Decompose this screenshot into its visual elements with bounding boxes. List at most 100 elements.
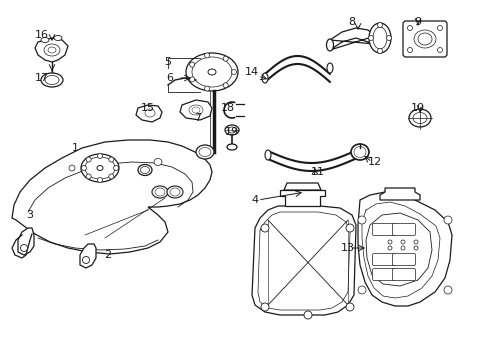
Ellipse shape (408, 109, 430, 127)
Ellipse shape (199, 148, 210, 157)
Circle shape (407, 26, 412, 31)
Polygon shape (280, 190, 325, 206)
Circle shape (304, 311, 311, 319)
Polygon shape (180, 100, 212, 120)
Ellipse shape (368, 23, 390, 53)
Circle shape (400, 246, 404, 250)
Ellipse shape (262, 73, 267, 83)
Polygon shape (379, 188, 419, 200)
Ellipse shape (353, 147, 365, 158)
FancyBboxPatch shape (392, 253, 415, 266)
Circle shape (189, 77, 194, 82)
Text: 7: 7 (194, 113, 201, 123)
Circle shape (97, 153, 102, 158)
Polygon shape (12, 140, 212, 254)
Ellipse shape (152, 186, 168, 198)
Ellipse shape (224, 125, 239, 135)
Ellipse shape (207, 69, 216, 75)
Ellipse shape (413, 30, 435, 48)
Circle shape (437, 48, 442, 53)
Polygon shape (284, 183, 320, 190)
Circle shape (407, 48, 412, 53)
Circle shape (413, 246, 417, 250)
Polygon shape (329, 28, 374, 50)
Text: 15: 15 (141, 103, 155, 113)
Polygon shape (80, 244, 96, 268)
Text: 1: 1 (71, 143, 79, 153)
Circle shape (113, 166, 118, 171)
Text: 19: 19 (224, 127, 239, 137)
Polygon shape (365, 213, 431, 286)
Circle shape (223, 56, 228, 61)
Ellipse shape (154, 158, 162, 166)
Circle shape (223, 83, 228, 88)
Circle shape (204, 53, 209, 58)
Circle shape (443, 286, 451, 294)
Circle shape (346, 303, 353, 311)
Ellipse shape (326, 39, 333, 51)
Ellipse shape (192, 107, 200, 113)
Polygon shape (251, 206, 355, 315)
Circle shape (109, 174, 114, 179)
Text: 8: 8 (348, 17, 355, 27)
Ellipse shape (326, 63, 332, 73)
Polygon shape (136, 105, 162, 122)
Ellipse shape (140, 166, 149, 174)
Circle shape (86, 174, 91, 179)
Circle shape (97, 177, 102, 183)
Text: 4: 4 (251, 195, 258, 205)
Text: 12: 12 (367, 157, 381, 167)
Ellipse shape (45, 76, 59, 85)
Text: 5: 5 (164, 57, 171, 67)
Ellipse shape (44, 44, 60, 56)
Ellipse shape (167, 186, 183, 198)
Ellipse shape (227, 127, 236, 133)
Circle shape (357, 286, 365, 294)
Ellipse shape (372, 27, 386, 49)
FancyBboxPatch shape (392, 224, 415, 235)
Ellipse shape (196, 145, 214, 159)
Ellipse shape (226, 144, 237, 150)
Circle shape (413, 240, 417, 244)
Circle shape (261, 224, 268, 232)
Circle shape (204, 86, 209, 91)
Ellipse shape (138, 165, 152, 175)
Ellipse shape (97, 166, 103, 171)
Circle shape (86, 157, 91, 162)
FancyBboxPatch shape (392, 269, 415, 280)
Text: 17: 17 (35, 73, 49, 83)
Circle shape (231, 69, 236, 75)
Circle shape (109, 157, 114, 162)
Polygon shape (18, 228, 34, 255)
Polygon shape (357, 192, 451, 306)
Ellipse shape (20, 244, 27, 252)
Circle shape (357, 216, 365, 224)
Ellipse shape (170, 188, 180, 196)
Circle shape (386, 36, 391, 40)
Ellipse shape (192, 57, 231, 87)
Text: 13: 13 (340, 243, 354, 253)
FancyBboxPatch shape (372, 269, 395, 280)
Ellipse shape (82, 256, 89, 264)
Polygon shape (35, 38, 68, 62)
Ellipse shape (54, 36, 62, 40)
Circle shape (261, 303, 268, 311)
FancyBboxPatch shape (402, 21, 446, 57)
Text: 10: 10 (410, 103, 424, 113)
Circle shape (377, 49, 382, 54)
Circle shape (437, 26, 442, 31)
Circle shape (387, 240, 391, 244)
Text: 11: 11 (310, 167, 325, 177)
Circle shape (443, 216, 451, 224)
Ellipse shape (41, 73, 63, 87)
Ellipse shape (185, 53, 238, 91)
Ellipse shape (350, 144, 368, 160)
Ellipse shape (412, 112, 426, 123)
Circle shape (377, 22, 382, 27)
Text: 18: 18 (221, 103, 235, 113)
Circle shape (69, 165, 75, 171)
Text: 6: 6 (166, 73, 173, 83)
Text: 2: 2 (104, 250, 111, 260)
Ellipse shape (155, 188, 164, 196)
Text: 14: 14 (244, 67, 259, 77)
